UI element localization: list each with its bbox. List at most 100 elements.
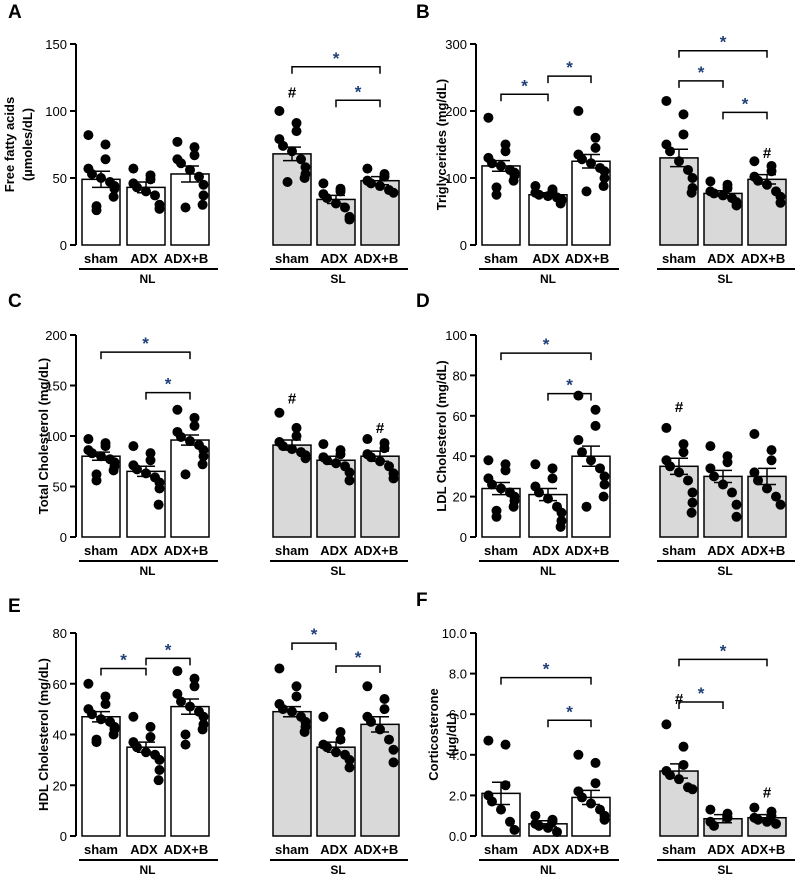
hash-mark: # — [675, 691, 684, 708]
data-point — [491, 189, 502, 200]
x-category-label: ADX+B — [164, 842, 208, 857]
significance-star: * — [355, 648, 362, 667]
hash-mark: # — [763, 145, 772, 162]
significance-bracket — [100, 351, 191, 360]
data-point — [278, 704, 288, 715]
data-point — [718, 479, 728, 490]
x-category-label: sham — [662, 543, 696, 558]
significance-bracket — [678, 80, 724, 88]
data-point — [180, 202, 191, 213]
y-tick-label: 50 — [53, 171, 67, 186]
data-point — [108, 191, 119, 202]
y-tick-label: 0 — [460, 530, 467, 545]
data-point — [388, 473, 399, 484]
hash-mark: # — [288, 391, 297, 408]
data-point — [487, 479, 497, 490]
bar-nl-adxplusb — [571, 160, 611, 246]
x-category-label: ADX+B — [164, 251, 208, 266]
data-point — [496, 804, 506, 815]
significance-star: * — [698, 684, 705, 703]
data-point — [100, 441, 111, 452]
group-label-nl: NL — [140, 863, 156, 877]
x-category-label: ADX — [707, 251, 735, 266]
group-label-sl: SL — [717, 272, 732, 286]
x-category-label: ADX — [532, 251, 560, 266]
data-point — [318, 439, 329, 450]
data-point — [709, 188, 719, 199]
group-label-nl: NL — [140, 272, 156, 286]
data-point — [665, 146, 675, 157]
data-point — [145, 455, 156, 466]
x-category-label: ADX+B — [565, 543, 609, 558]
data-point — [731, 499, 742, 510]
data-point — [198, 451, 209, 462]
data-point — [753, 475, 763, 486]
panel-c: C Total Cholesterol (mg/dL) 0 50 100 150 200 sh… — [8, 291, 408, 578]
data-point — [577, 154, 587, 165]
data-point — [278, 441, 288, 452]
data-point — [678, 109, 689, 120]
data-point — [91, 737, 102, 748]
data-point — [599, 173, 610, 183]
data-point — [176, 158, 186, 169]
x-category-label: ADX+B — [164, 543, 208, 558]
data-point — [388, 744, 399, 755]
data-point — [496, 160, 506, 171]
data-point — [709, 471, 719, 482]
data-point — [775, 197, 786, 208]
data-point — [388, 187, 399, 198]
significance-star: * — [566, 58, 573, 77]
data-point — [508, 175, 519, 186]
data-point — [573, 106, 584, 116]
x-category-label: ADX+B — [354, 251, 398, 266]
significance-bracket — [547, 719, 592, 728]
data-point — [674, 156, 684, 167]
data-point — [543, 191, 553, 202]
y-tick-label: 0.0 — [449, 829, 467, 844]
data-point — [335, 186, 346, 197]
significance-star: * — [311, 625, 318, 644]
data-point — [491, 511, 502, 522]
data-point — [278, 140, 288, 151]
y-axis-label: (µmoles/dL) — [20, 108, 35, 181]
data-point — [665, 770, 675, 781]
data-point — [505, 816, 515, 827]
data-point — [180, 469, 191, 480]
data-point — [344, 467, 355, 478]
significance-star: * — [120, 651, 127, 670]
data-point — [678, 129, 689, 140]
data-point — [678, 741, 689, 752]
data-point — [552, 826, 562, 837]
significance-star: * — [720, 641, 727, 660]
y-tick-label: 100 — [445, 328, 467, 343]
data-point — [590, 404, 601, 415]
data-point — [379, 443, 390, 454]
significance-star: * — [165, 640, 172, 659]
data-point — [189, 673, 200, 684]
data-point — [705, 463, 716, 474]
data-point — [172, 136, 183, 147]
data-point — [581, 186, 592, 197]
data-point — [762, 483, 772, 494]
y-tick-label: 2.0 — [449, 788, 467, 803]
data-point — [731, 511, 742, 522]
data-point — [379, 704, 390, 715]
data-point — [145, 174, 156, 185]
y-tick-label: 100 — [45, 429, 67, 444]
panel-b: B Triglycerides (mg/dL) 0 100 200 300 sham ADX A… — [416, 2, 795, 286]
hash-mark: # — [763, 784, 772, 801]
data-point — [762, 179, 772, 190]
significance-star: * — [142, 334, 149, 353]
y-tick-label: 200 — [45, 328, 67, 343]
y-tick-label: 0 — [60, 530, 67, 545]
group-label-sl: SL — [330, 564, 345, 578]
data-point — [318, 711, 329, 722]
data-point — [172, 666, 183, 677]
data-point — [771, 818, 781, 829]
data-point — [145, 448, 156, 459]
data-point — [678, 447, 689, 458]
significance-star: * — [720, 33, 727, 52]
y-tick-label: 60 — [53, 677, 67, 692]
data-point — [189, 142, 200, 153]
data-point — [705, 176, 716, 187]
